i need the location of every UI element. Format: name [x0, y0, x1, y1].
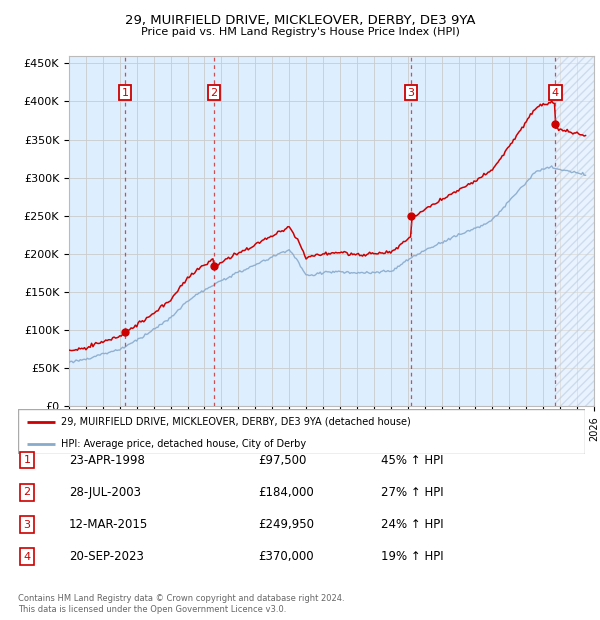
Text: £97,500: £97,500 — [258, 454, 307, 466]
Text: 12-MAR-2015: 12-MAR-2015 — [69, 518, 148, 531]
Text: This data is licensed under the Open Government Licence v3.0.: This data is licensed under the Open Gov… — [18, 604, 286, 614]
Text: 1: 1 — [23, 455, 31, 465]
Text: 19% ↑ HPI: 19% ↑ HPI — [381, 551, 443, 563]
Text: 3: 3 — [407, 87, 415, 97]
Text: 1: 1 — [121, 87, 128, 97]
Bar — [556, 56, 594, 406]
Text: 45% ↑ HPI: 45% ↑ HPI — [381, 454, 443, 466]
Text: 3: 3 — [23, 520, 31, 529]
Text: 4: 4 — [23, 552, 31, 562]
Text: £370,000: £370,000 — [258, 551, 314, 563]
Text: 23-APR-1998: 23-APR-1998 — [69, 454, 145, 466]
FancyBboxPatch shape — [18, 409, 585, 454]
Text: 28-JUL-2003: 28-JUL-2003 — [69, 486, 141, 498]
Text: 4: 4 — [552, 87, 559, 97]
Text: 2: 2 — [23, 487, 31, 497]
Bar — [556, 56, 594, 406]
Text: 29, MUIRFIELD DRIVE, MICKLEOVER, DERBY, DE3 9YA (detached house): 29, MUIRFIELD DRIVE, MICKLEOVER, DERBY, … — [61, 417, 410, 427]
Text: 2: 2 — [211, 87, 218, 97]
Text: Price paid vs. HM Land Registry's House Price Index (HPI): Price paid vs. HM Land Registry's House … — [140, 27, 460, 37]
Text: 24% ↑ HPI: 24% ↑ HPI — [381, 518, 443, 531]
Text: HPI: Average price, detached house, City of Derby: HPI: Average price, detached house, City… — [61, 439, 305, 449]
Text: £249,950: £249,950 — [258, 518, 314, 531]
Text: 27% ↑ HPI: 27% ↑ HPI — [381, 486, 443, 498]
Text: 29, MUIRFIELD DRIVE, MICKLEOVER, DERBY, DE3 9YA: 29, MUIRFIELD DRIVE, MICKLEOVER, DERBY, … — [125, 14, 475, 27]
Text: 20-SEP-2023: 20-SEP-2023 — [69, 551, 144, 563]
Text: Contains HM Land Registry data © Crown copyright and database right 2024.: Contains HM Land Registry data © Crown c… — [18, 593, 344, 603]
Text: £184,000: £184,000 — [258, 486, 314, 498]
